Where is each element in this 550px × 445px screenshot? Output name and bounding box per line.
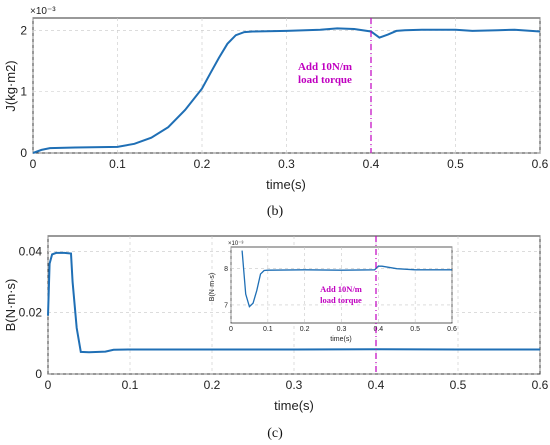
x-tick-label: 0.5	[450, 378, 467, 392]
caption-b: (b)	[267, 204, 284, 219]
panel-b-series-line	[32, 27, 541, 154]
x-tick-label: 0	[45, 378, 52, 392]
inset-exponent: ×10⁻³	[228, 241, 243, 247]
panel-c-ylabel: B(N·m·s)	[3, 279, 18, 332]
x-tick-label: 0.4	[373, 326, 383, 333]
y-tick-label: 8	[224, 266, 228, 273]
inset-annotation-line2: load torque	[320, 295, 362, 305]
panel-b-xlabel: time(s)	[266, 177, 306, 192]
x-tick-label: 0.4	[363, 157, 380, 171]
x-tick-label: 0.6	[532, 378, 549, 392]
x-tick-label: 0	[229, 326, 233, 333]
x-tick-label: 0.6	[532, 157, 549, 171]
x-tick-label: 0.2	[194, 157, 211, 171]
y-tick-label: 0.04	[19, 244, 43, 258]
y-tick-label: 0	[20, 146, 27, 160]
x-tick-label: 0.2	[300, 326, 310, 333]
inset-grid	[230, 247, 453, 323]
caption-c: (c)	[267, 426, 283, 441]
inset-annotation-line1: Add 10N/m	[320, 284, 362, 294]
panel-c-xlabel: time(s)	[274, 398, 314, 413]
panel-c-series-line	[47, 251, 540, 354]
panel-b-ticks: 0 0.1 0.2 0.3 0.4 0.5 0.6 0 1 2	[20, 23, 548, 171]
x-tick-label: 0.6	[447, 326, 457, 333]
panel-b-grid	[32, 18, 541, 154]
y-tick-label: 0.02	[19, 306, 43, 320]
x-tick-label: 0.4	[368, 378, 385, 392]
x-tick-label: 0.3	[337, 326, 347, 333]
x-tick-label: 0.1	[122, 378, 139, 392]
x-tick-label: 0.2	[204, 378, 221, 392]
panel-c-inset: 0 0.1 0.2 0.3 0.4 0.5 0.6 7 8 Add 10N/m load tor…	[209, 241, 457, 343]
x-tick-label: 0.1	[263, 326, 273, 333]
y-tick-label: 2	[20, 23, 27, 37]
x-tick-label: 0.1	[109, 157, 126, 171]
inset-series-line	[241, 250, 452, 308]
inset-ticks: 0 0.1 0.2 0.3 0.4 0.5 0.6 7 8	[224, 266, 457, 333]
y-tick-label: 0	[35, 367, 42, 381]
inset-ylabel: B(N·m·s)	[209, 273, 216, 301]
y-tick-label: 1	[20, 85, 27, 99]
panel-b-annotation-line2: load torque	[298, 74, 352, 86]
x-tick-label: 0.3	[286, 378, 303, 392]
panel-b-annotation-line1: Add 10N/m	[298, 61, 352, 73]
panel-b-ylabel: J(kg·m2)	[3, 60, 18, 111]
y-tick-label: 7	[224, 302, 228, 309]
inset-xlabel: time(s)	[330, 336, 351, 343]
panel-b-chart: 0 0.1 0.2 0.3 0.4 0.5 0.6 0 1 2 Add 10N/m load to…	[3, 6, 549, 192]
x-tick-label: 0	[30, 157, 37, 171]
panel-c-ticks: 0 0.1 0.2 0.3 0.4 0.5 0.6 0 0.02 0.04	[19, 244, 549, 392]
x-tick-label: 0.5	[447, 157, 464, 171]
x-tick-label: 0.5	[410, 326, 420, 333]
panel-c-chart: 0 0.1 0.2 0.3 0.4 0.5 0.6 0 0.02 0.04 B(N·m·s) ti…	[3, 235, 549, 413]
panel-b-exponent: ×10⁻³	[30, 6, 56, 17]
x-tick-label: 0.3	[278, 157, 295, 171]
